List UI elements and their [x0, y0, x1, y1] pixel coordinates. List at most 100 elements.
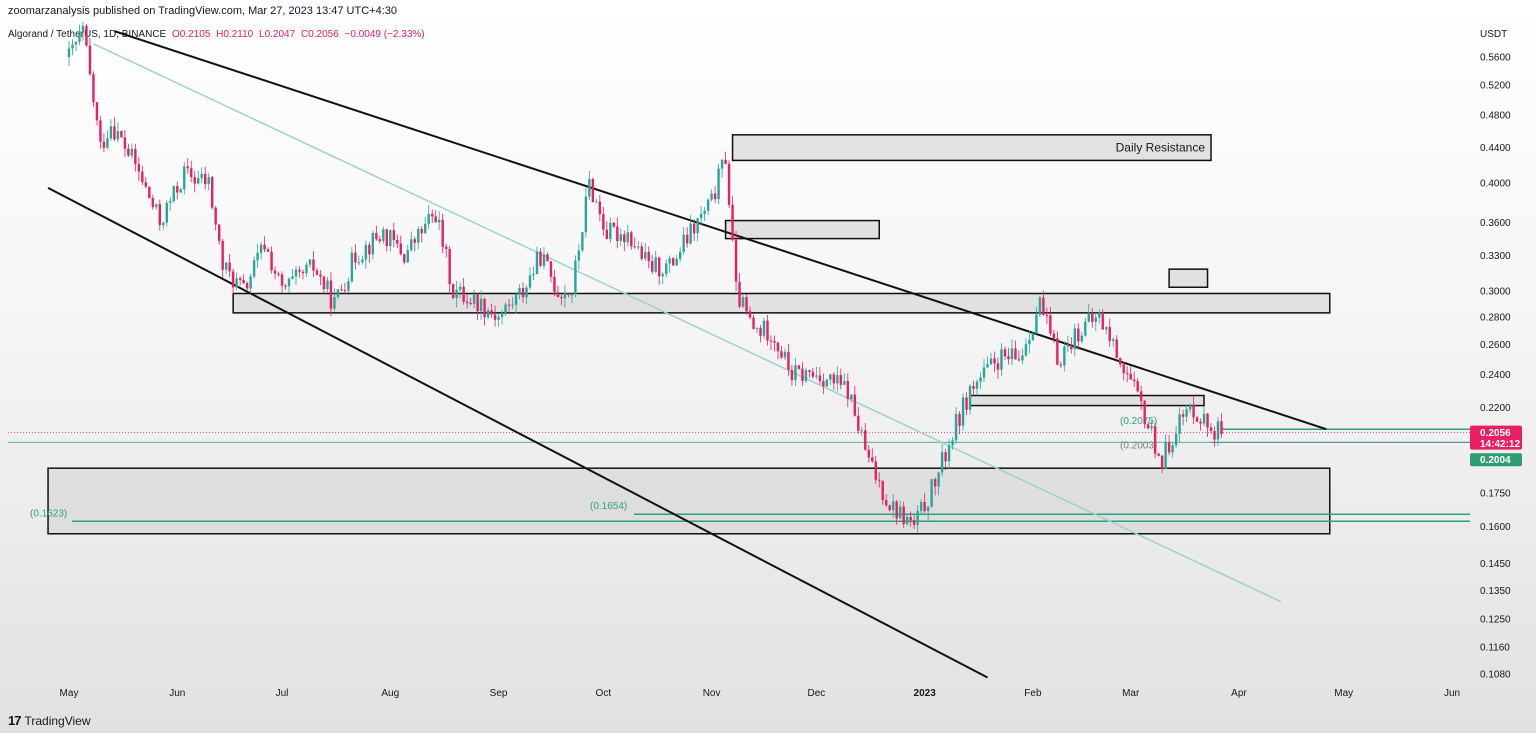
- candle: [776, 341, 780, 360]
- candle-body: [1185, 409, 1188, 417]
- candle: [560, 294, 563, 306]
- candle: [1213, 426, 1216, 447]
- candle: [1126, 366, 1129, 383]
- candle-body: [441, 219, 444, 247]
- candle-body: [905, 516, 909, 525]
- candle-body: [472, 294, 476, 304]
- candle: [961, 393, 965, 431]
- candle: [448, 245, 451, 293]
- candle: [476, 292, 479, 320]
- candle-body: [1132, 379, 1136, 382]
- candle: [385, 228, 389, 252]
- candle-body: [864, 430, 867, 450]
- tradingview-logo-icon: 17: [8, 713, 22, 728]
- candle: [1024, 338, 1028, 358]
- candle: [305, 261, 308, 277]
- candle: [500, 310, 504, 325]
- candle-body: [1091, 312, 1094, 322]
- candle: [902, 501, 905, 528]
- candle: [797, 364, 801, 371]
- candle-body: [542, 254, 546, 266]
- candle: [403, 253, 406, 265]
- candle-body: [616, 226, 619, 242]
- candle-body: [1098, 312, 1101, 318]
- candle-body: [871, 457, 874, 462]
- candle-body: [898, 506, 902, 519]
- candle: [1073, 323, 1077, 357]
- candle: [354, 244, 357, 270]
- candle-body: [1188, 405, 1192, 410]
- candle-body: [141, 171, 144, 183]
- candle-body: [745, 297, 748, 312]
- candle-body: [1073, 328, 1077, 350]
- candle-body: [1143, 400, 1146, 425]
- candle-body: [291, 276, 294, 279]
- candle-body: [658, 257, 661, 277]
- candle: [525, 284, 528, 305]
- candle-body: [661, 273, 664, 277]
- candle: [504, 302, 507, 317]
- candle-body: [860, 430, 863, 432]
- candle-body: [204, 173, 207, 185]
- candle-body: [249, 276, 252, 289]
- candle: [874, 455, 877, 484]
- candle-body: [1017, 359, 1021, 361]
- candle: [1087, 303, 1090, 323]
- candle-body: [1056, 338, 1059, 365]
- candle: [1010, 339, 1014, 366]
- candle: [766, 315, 769, 346]
- candle: [1108, 318, 1111, 347]
- candle-body: [263, 244, 266, 250]
- candle: [790, 364, 794, 386]
- candle: [1199, 418, 1202, 431]
- candle-body: [1178, 414, 1181, 434]
- candle: [249, 273, 252, 294]
- candle-body: [692, 223, 696, 234]
- candle-body: [151, 198, 155, 207]
- candle: [741, 294, 745, 308]
- candle: [424, 217, 427, 235]
- candle: [623, 230, 626, 252]
- candle: [644, 242, 647, 261]
- candle: [912, 515, 916, 529]
- candle-body: [1220, 421, 1223, 435]
- candle: [616, 217, 619, 249]
- candle-body: [1028, 340, 1031, 345]
- candle-body: [193, 177, 196, 184]
- candle-body: [420, 228, 423, 234]
- candle-body: [144, 182, 148, 187]
- candle-body: [375, 232, 378, 240]
- candle: [916, 505, 919, 533]
- candle-body: [424, 223, 427, 234]
- candle: [588, 171, 591, 201]
- candle-body: [99, 120, 102, 142]
- candle: [186, 158, 189, 174]
- candle-body: [322, 276, 326, 290]
- candle-body: [1202, 413, 1206, 424]
- candle: [224, 262, 228, 275]
- candle-body: [595, 201, 598, 203]
- candle: [1139, 385, 1143, 410]
- candle: [1157, 452, 1160, 457]
- candle-body: [965, 397, 968, 410]
- candle: [1017, 350, 1021, 362]
- change-value: −0.0049 (−2.33%): [344, 29, 425, 40]
- candle: [493, 305, 497, 327]
- candle-body: [717, 168, 720, 200]
- candle-body: [787, 351, 790, 370]
- candle-body: [120, 131, 123, 138]
- candle: [1146, 421, 1150, 430]
- candle-body: [773, 341, 776, 343]
- candle: [808, 370, 811, 378]
- candle: [685, 227, 689, 248]
- candle: [472, 289, 476, 309]
- candle-body: [92, 74, 95, 103]
- candle: [972, 380, 975, 396]
- y-tick-label: 0.1600: [1480, 522, 1511, 533]
- candle: [514, 292, 518, 314]
- y-tick-label: 0.1160: [1480, 643, 1510, 654]
- candle: [116, 122, 120, 143]
- x-tick-label: Mar: [1122, 688, 1140, 699]
- candle-body: [507, 304, 511, 306]
